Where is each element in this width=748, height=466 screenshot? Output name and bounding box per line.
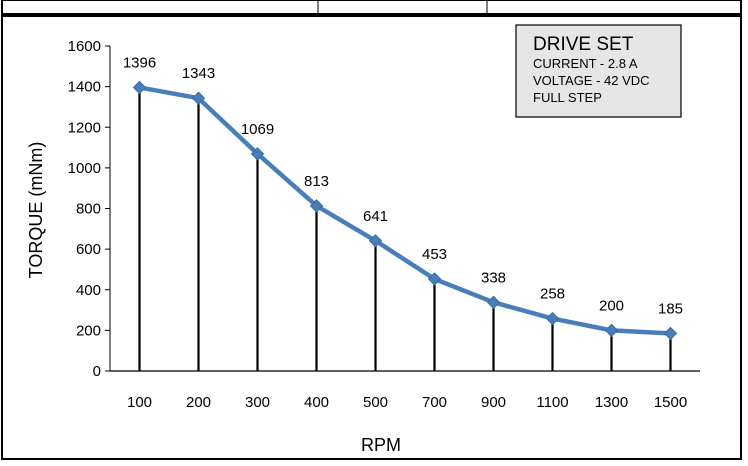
top-table-strip (1, 0, 742, 15)
data-label: 1343 (182, 65, 215, 82)
data-point-marker (368, 234, 383, 248)
x-tick-label: 100 (127, 394, 152, 411)
drive-set-box-background (515, 24, 682, 118)
data-label: 641 (363, 208, 388, 225)
x-axis-ticks: 100 200 300 400 500 700 900 1100 1300 1500 (127, 394, 687, 411)
x-tick-label: 200 (186, 394, 211, 411)
y-tick-label: 1400 (68, 79, 101, 96)
x-tick-label: 300 (245, 394, 270, 411)
drive-set-title: DRIVE SET (533, 34, 634, 55)
y-tick-label: 0 (93, 363, 101, 380)
data-label: 813 (304, 173, 329, 190)
y-tick-label: 600 (76, 241, 101, 258)
y-tick-label: 1200 (68, 119, 101, 136)
x-axis-title: RPM (361, 435, 401, 455)
data-label: 1069 (241, 121, 274, 138)
y-tick-label: 1000 (68, 160, 101, 177)
data-point-marker (250, 147, 265, 161)
series-torque (137, 85, 673, 336)
x-tick-label: 900 (481, 394, 506, 411)
drive-set-line-current: CURRENT - 2.8 A (533, 56, 638, 71)
data-point-marker (604, 323, 619, 338)
y-tick-label: 400 (76, 282, 101, 299)
data-point-marker (545, 311, 560, 326)
data-point-marker (309, 199, 324, 213)
x-tick-label: 400 (304, 394, 329, 411)
data-label: 1396 (123, 54, 156, 71)
data-label: 453 (422, 246, 447, 263)
data-markers (132, 80, 678, 341)
y-tick-label: 1600 (68, 38, 101, 55)
data-point-marker (427, 272, 442, 286)
x-tick-label: 700 (422, 394, 447, 411)
data-point-marker (663, 326, 678, 341)
x-tick-label: 1300 (595, 394, 628, 411)
data-label: 338 (481, 269, 506, 286)
drive-set-line-voltage: VOLTAGE - 42 VDC (533, 73, 650, 88)
y-axis-title: TORQUE (mNm) (26, 142, 46, 279)
x-tick-label: 1500 (654, 394, 687, 411)
y-tick-label: 800 (76, 201, 101, 218)
drive-set-line-mode: FULL STEP (533, 90, 602, 105)
data-label: 185 (658, 300, 683, 317)
data-point-marker (191, 91, 206, 105)
drop-lines (138, 87, 672, 371)
data-labels: 1396 1343 1069 813 641 453 338 258 200 185 (123, 54, 683, 317)
y-tick-label: 200 (76, 322, 101, 339)
drive-set-box: DRIVE SET CURRENT - 2.8 A VOLTAGE - 42 V… (515, 24, 682, 118)
y-axis-ticks: 0 200 400 600 800 1000 1200 1400 1600 (68, 38, 110, 380)
x-tick-label: 500 (363, 394, 388, 411)
x-tick-label: 1100 (536, 394, 568, 411)
data-label: 258 (540, 286, 565, 303)
data-point-marker (486, 295, 501, 310)
data-point-marker (132, 80, 147, 95)
torque-line (137, 85, 673, 336)
data-label: 200 (599, 297, 624, 314)
